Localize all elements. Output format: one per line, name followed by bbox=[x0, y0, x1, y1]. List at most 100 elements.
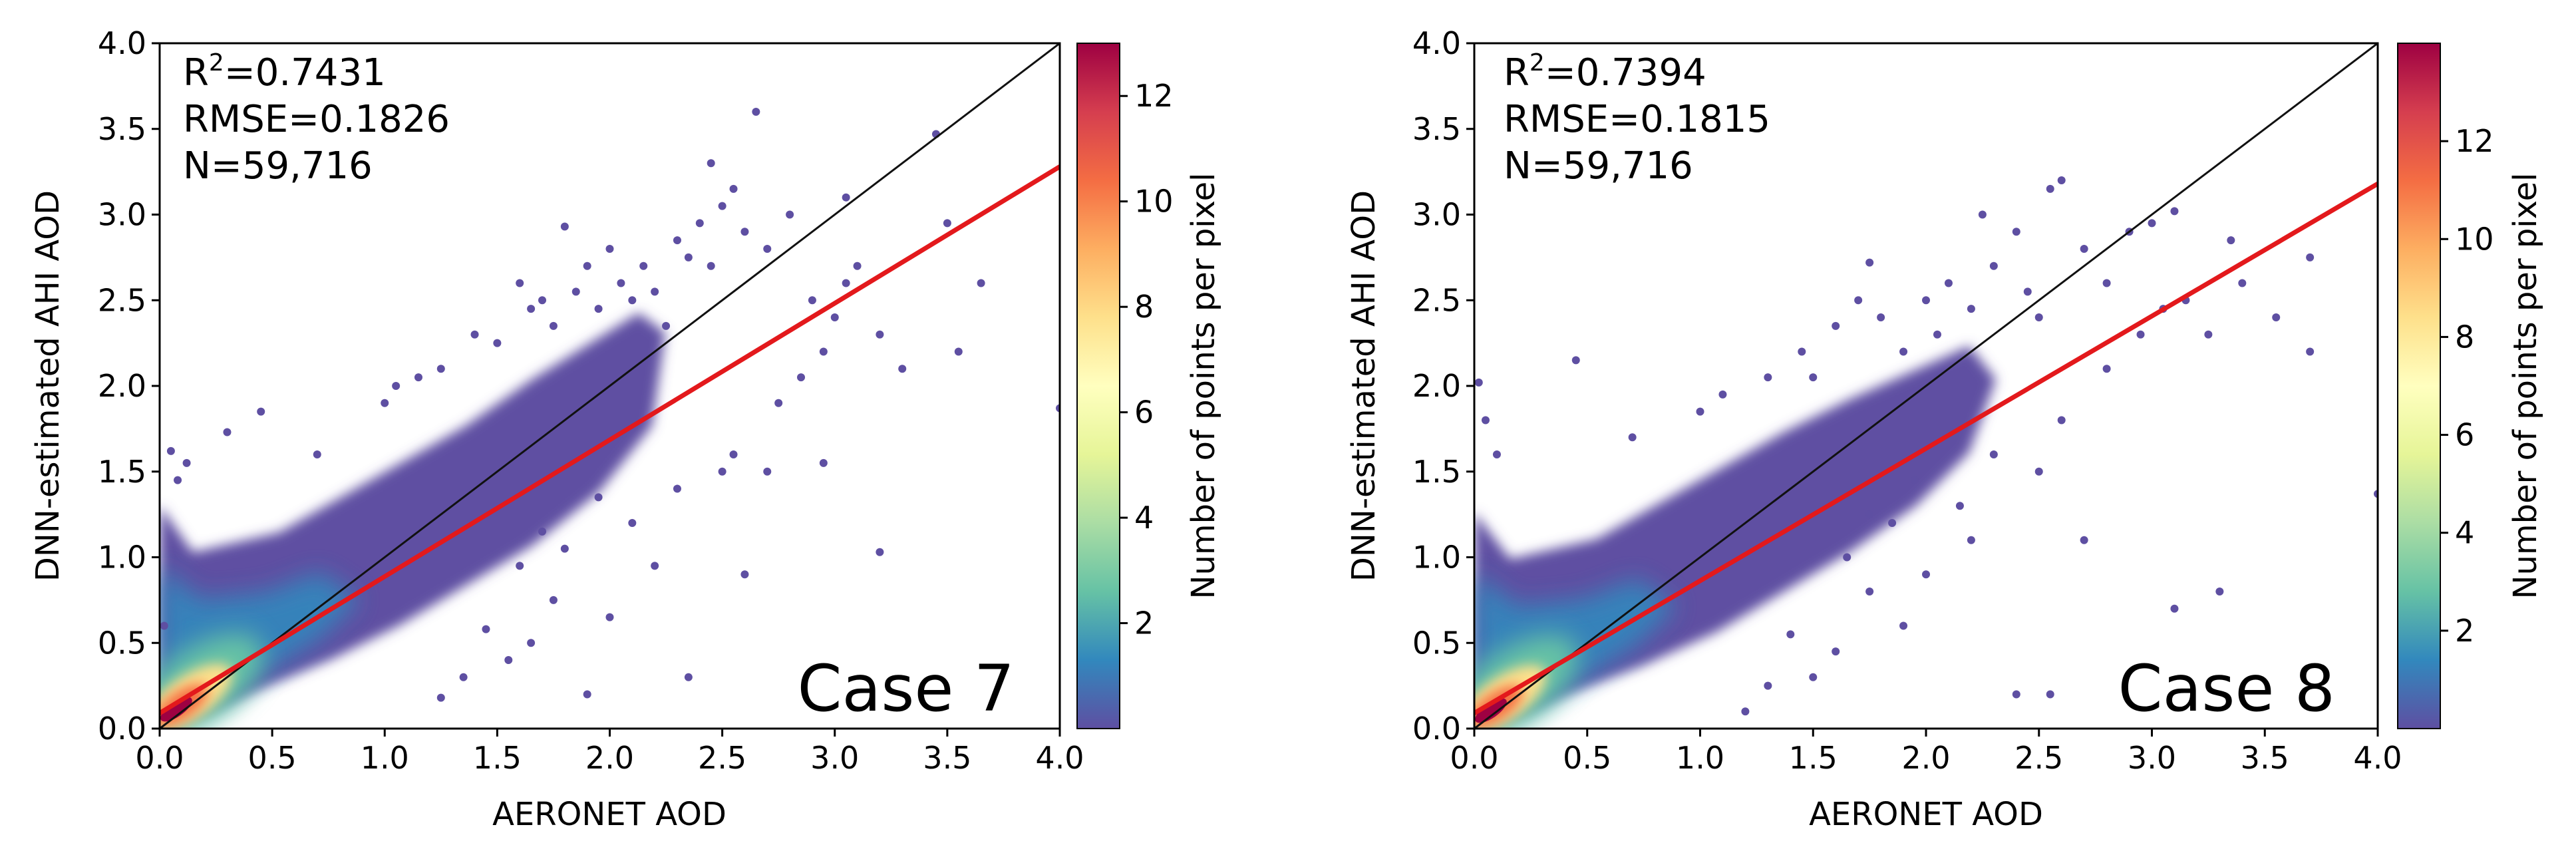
rmse-stat: RMSE=0.1826 bbox=[183, 98, 450, 141]
scatter-point bbox=[160, 621, 168, 630]
scatter-point bbox=[797, 373, 806, 382]
scatter-point bbox=[516, 279, 524, 287]
scatter-point bbox=[1786, 630, 1795, 639]
scatter-point bbox=[560, 222, 569, 231]
scatter-point bbox=[943, 219, 951, 228]
x-tick-label: 3.5 bbox=[923, 740, 971, 776]
scatter-point bbox=[1809, 673, 1818, 681]
scatter-point bbox=[740, 228, 749, 236]
one-to-one-line bbox=[160, 43, 1060, 729]
scatter-point bbox=[2272, 313, 2281, 321]
scatter-point bbox=[2080, 245, 2088, 253]
scatter-point bbox=[470, 330, 479, 339]
scatter-point bbox=[1741, 707, 1750, 716]
one-to-one-line bbox=[1474, 43, 2378, 729]
scatter-point bbox=[819, 347, 828, 356]
y-axis-label: DNN-estimated AHI AOD bbox=[29, 190, 67, 582]
case-label: Case 7 bbox=[797, 651, 1015, 726]
colorbar-ticks: 2 4 6 8 10 12 bbox=[1120, 78, 1174, 641]
scatter-point bbox=[2102, 279, 2111, 287]
scatter-point bbox=[977, 279, 985, 287]
x-tick-label: 1.5 bbox=[473, 740, 522, 776]
scatter-point bbox=[459, 673, 468, 681]
scatter-point bbox=[876, 548, 884, 556]
scatter-point bbox=[1809, 373, 1818, 382]
scatter-point bbox=[2306, 253, 2315, 261]
y-tick-label: 0.5 bbox=[1412, 625, 1461, 661]
scatter-point bbox=[673, 484, 681, 493]
scatter-point bbox=[1764, 681, 1772, 690]
scatter-point bbox=[1911, 476, 1919, 484]
y-tick-label: 3.0 bbox=[1412, 197, 1461, 233]
regression-line bbox=[1474, 182, 2378, 715]
x-tick-label: 2.0 bbox=[1901, 740, 1950, 776]
scatter-point bbox=[605, 245, 614, 253]
scatter-point bbox=[2034, 467, 2043, 476]
colorbar-gradient bbox=[1076, 43, 1120, 729]
x-tick-label: 4.0 bbox=[2353, 740, 2402, 776]
colorbar-gradient bbox=[2397, 43, 2441, 729]
colorbar-tick-label: 2 bbox=[1134, 605, 1154, 641]
y-tick-label: 2.5 bbox=[1412, 282, 1461, 318]
y-tick-label: 2.0 bbox=[1412, 368, 1461, 404]
scatter-point bbox=[1899, 347, 1908, 356]
scatter-point bbox=[583, 261, 591, 270]
colorbar-tick-label: 4 bbox=[2455, 515, 2474, 551]
scatter-point bbox=[1865, 258, 1874, 267]
scatter-point bbox=[718, 202, 726, 210]
scatter-point bbox=[786, 210, 794, 219]
scatter-point bbox=[504, 656, 513, 664]
scatter-point bbox=[1888, 519, 1897, 527]
scatter-point bbox=[516, 562, 524, 570]
scatter-point bbox=[2023, 287, 2032, 296]
x-tick-label: 0.0 bbox=[135, 740, 184, 776]
x-tick-label: 2.5 bbox=[698, 740, 746, 776]
colorbar-ticks: 2 4 6 8 10 12 bbox=[2440, 123, 2494, 649]
scatter-point bbox=[898, 365, 907, 373]
colorbar-label: Number of points per pixel bbox=[1185, 173, 1222, 599]
rmse-stat: RMSE=0.1815 bbox=[1504, 98, 1770, 141]
scatter-point bbox=[257, 407, 265, 416]
scatter-point bbox=[392, 382, 401, 390]
scatter-point bbox=[1474, 378, 1483, 387]
scatter-point bbox=[2046, 690, 2054, 699]
x-axis-ticks: 0.0 0.5 1.0 1.5 2.0 2.5 3.0 3.5 4.0 bbox=[1450, 729, 2402, 776]
scatter-point bbox=[223, 428, 232, 436]
scatter-point bbox=[1978, 210, 1987, 219]
scatter-point bbox=[482, 625, 490, 633]
scatter-point bbox=[1764, 373, 1772, 382]
scatter-point bbox=[2306, 347, 2315, 356]
x-axis-label: AERONET AOD bbox=[492, 796, 726, 833]
scatter-point bbox=[628, 296, 637, 305]
y-axis-ticks: 0.0 0.5 1.0 1.5 2.0 2.5 3.0 3.5 4.0 bbox=[98, 25, 160, 747]
colorbar-tick-label: 6 bbox=[1134, 395, 1154, 430]
scatter-point bbox=[707, 159, 715, 168]
case-label: Case 8 bbox=[2118, 651, 2335, 726]
scatter-point bbox=[639, 261, 648, 270]
scatter-point bbox=[1989, 261, 1998, 270]
scatter-point bbox=[1571, 356, 1580, 365]
x-tick-label: 0.5 bbox=[248, 740, 297, 776]
scatter-point bbox=[808, 296, 816, 305]
density-layer-core bbox=[160, 697, 192, 722]
colorbar-tick-label: 12 bbox=[1134, 78, 1174, 114]
y-tick-label: 1.0 bbox=[98, 540, 146, 576]
y-tick-label: 2.0 bbox=[98, 368, 146, 404]
y-tick-label: 3.5 bbox=[1412, 111, 1461, 147]
scatter-point bbox=[1922, 570, 1930, 579]
scatter-point bbox=[729, 184, 738, 193]
y-axis-label: DNN-estimated AHI AOD bbox=[1345, 190, 1382, 582]
scatter-point bbox=[594, 493, 603, 502]
scatter-point bbox=[752, 108, 760, 116]
scatter-point bbox=[651, 562, 659, 570]
scatter-point bbox=[2057, 176, 2066, 184]
colorbar: 2 4 6 8 10 12 Number of points per pixel bbox=[2397, 43, 2544, 729]
scatter-point bbox=[538, 527, 547, 536]
colorbar-tick-label: 10 bbox=[2455, 221, 2494, 257]
y-axis-ticks: 0.0 0.5 1.0 1.5 2.0 2.5 3.0 3.5 4.0 bbox=[1412, 25, 1474, 747]
scatter-point bbox=[1877, 313, 1885, 321]
scatter-point bbox=[1967, 305, 1975, 313]
scatter-point bbox=[707, 261, 715, 270]
x-tick-label: 3.0 bbox=[2128, 740, 2176, 776]
